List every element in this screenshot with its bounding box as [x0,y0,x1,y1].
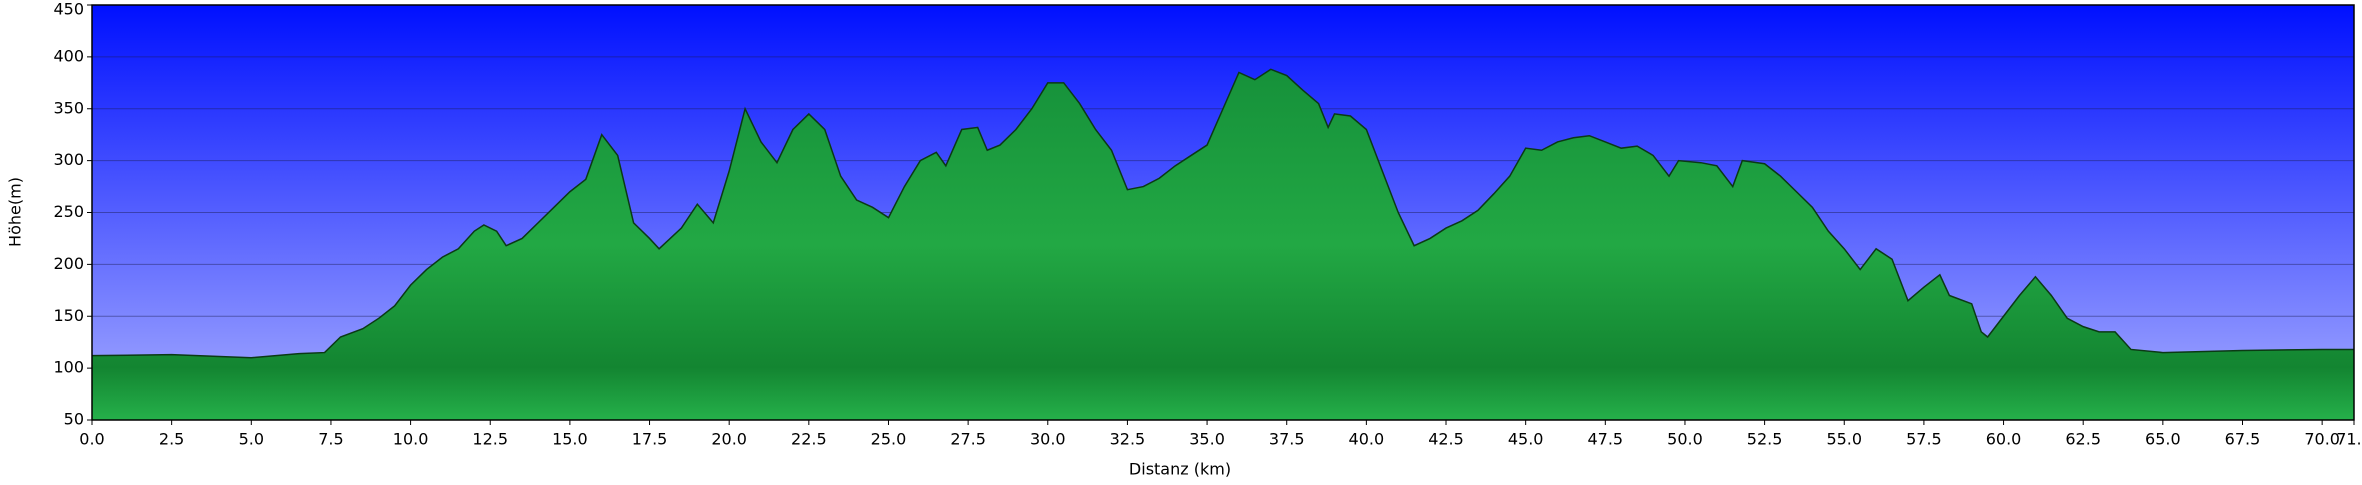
x-tick-label: 67.5 [2225,430,2261,449]
y-tick-label: 300 [53,150,84,169]
y-tick-label: 350 [53,98,84,117]
x-tick-label: 62.5 [2065,430,2101,449]
x-tick-label: 55.0 [1826,430,1862,449]
x-tick-label: 12.5 [472,430,508,449]
x-tick-label: 35.0 [1189,430,1225,449]
x-tick-label: 65.0 [2145,430,2181,449]
x-tick-label: 17.5 [632,430,668,449]
marks [91,68,2354,420]
y-tick-label: 200 [53,254,84,273]
y-tick-label: 50 [64,410,84,429]
x-tick-label: 7.5 [318,430,343,449]
x-tick-label: 45.0 [1508,430,1544,449]
y-tick-label: 100 [53,358,84,377]
x-tick-label: 20.0 [711,430,747,449]
x-tick-label: 71.0 [2336,430,2362,449]
x-tick-label: 15.0 [552,430,588,449]
y-tick-label: 250 [53,202,84,221]
x-tick-label: 25.0 [871,430,907,449]
y-tick-label: 150 [53,306,84,325]
x-tick-label: 40.0 [1349,430,1385,449]
x-tick-label: 52.5 [1747,430,1783,449]
x-tick-label: 37.5 [1269,430,1305,449]
elevation-line [91,68,2354,359]
x-tick-label: 30.0 [1030,430,1066,449]
x-tick-label: 50.0 [1667,430,1703,449]
x-tick-label: 60.0 [1986,430,2022,449]
x-tick-label: 42.5 [1428,430,1464,449]
elevation-area [92,69,2354,420]
x-tick-label: 0.0 [79,430,104,449]
x-axis-title: Distanz (km) [1129,460,1231,479]
x-tick-label: 32.5 [1110,430,1146,449]
x-tick-label: 70.0 [2304,430,2340,449]
y-tick-label: 400 [53,46,84,65]
x-tick-label: 27.5 [950,430,986,449]
x-tick-label: 2.5 [159,430,184,449]
y-axis-title: Höhe(m) [6,177,25,247]
x-tick-label: 57.5 [1906,430,1942,449]
x-tick-label: 10.0 [393,430,429,449]
y-tick-label: 450 [53,0,84,19]
x-tick-label: 22.5 [791,430,827,449]
x-tick-label: 5.0 [239,430,264,449]
x-tick-label: 47.5 [1587,430,1623,449]
